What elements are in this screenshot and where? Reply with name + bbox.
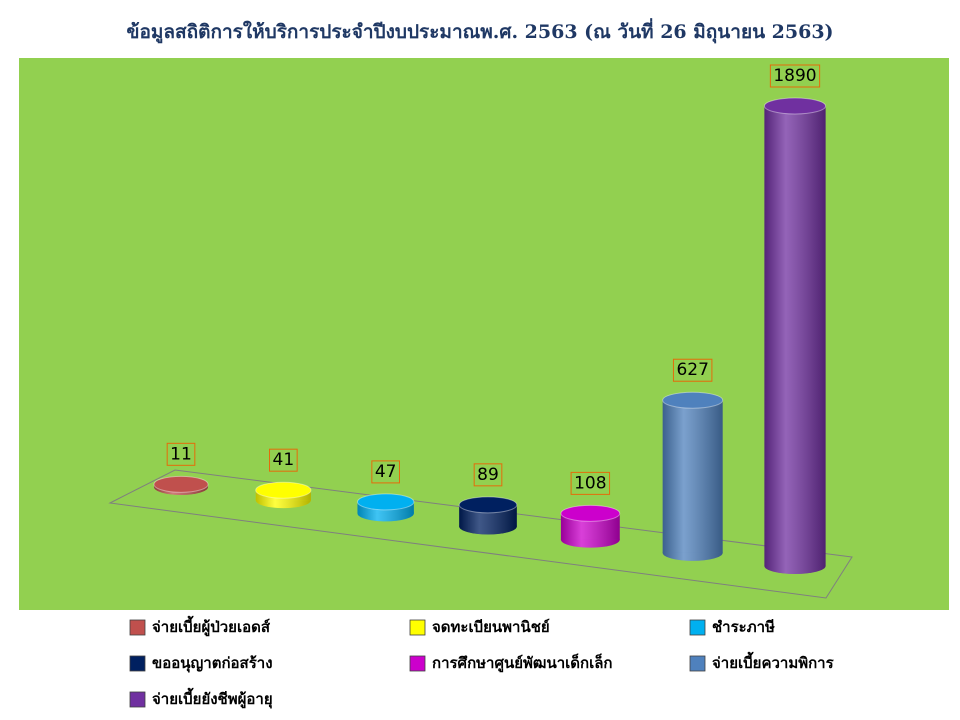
bar-top xyxy=(356,493,415,511)
legend-swatch xyxy=(409,655,426,672)
bar-shade xyxy=(662,400,723,553)
value-label-box xyxy=(570,471,611,495)
value-label: 89 xyxy=(477,465,499,485)
legend-swatch xyxy=(689,655,706,672)
value-label: 41 xyxy=(273,450,295,470)
value-label: 11 xyxy=(170,444,192,464)
legend-swatch xyxy=(129,691,146,708)
legend-label: ขออนุญาตก่อสร้าง xyxy=(152,654,273,673)
legend-label: จดทะเบียนพานิชย์ xyxy=(432,618,550,636)
floor xyxy=(108,469,853,599)
legend-label: จ่ายเบี้ยผู้ป่วยเอดส์ xyxy=(152,615,271,637)
bar-shade xyxy=(764,106,826,566)
legend-swatch xyxy=(409,619,426,636)
bar-top xyxy=(662,391,724,409)
bar-top xyxy=(763,97,827,115)
value-label: 627 xyxy=(676,360,708,380)
bar-top xyxy=(153,475,209,493)
chart-title: ข้อมูลสถิติการให้บริการประจำปีงบประมาณพ.… xyxy=(126,18,833,44)
bar-top xyxy=(255,481,312,499)
legend-swatch xyxy=(129,619,146,636)
legend-label: ชำระภาษี xyxy=(712,618,775,636)
bar-top xyxy=(560,504,621,522)
value-label-box xyxy=(166,442,196,466)
value-label-box xyxy=(672,358,713,382)
value-label: 108 xyxy=(574,473,606,493)
legend-swatch xyxy=(689,619,706,636)
legend-swatch xyxy=(129,655,146,672)
value-label-box xyxy=(269,448,298,472)
legend-label: จ่ายเบี้ยความพิการ xyxy=(712,651,835,672)
value-label-box xyxy=(769,64,821,88)
value-label: 1890 xyxy=(773,66,816,86)
bar-top xyxy=(458,496,518,514)
legend-label: การศึกษาศูนย์พัฒนาเด็กเล็ก xyxy=(432,653,613,673)
legend-label: จ่ายเบี้ยยังชีพผู้อายุ xyxy=(152,687,273,709)
value-label-box xyxy=(371,460,400,484)
value-label-box xyxy=(473,463,503,487)
value-label: 47 xyxy=(375,462,397,482)
